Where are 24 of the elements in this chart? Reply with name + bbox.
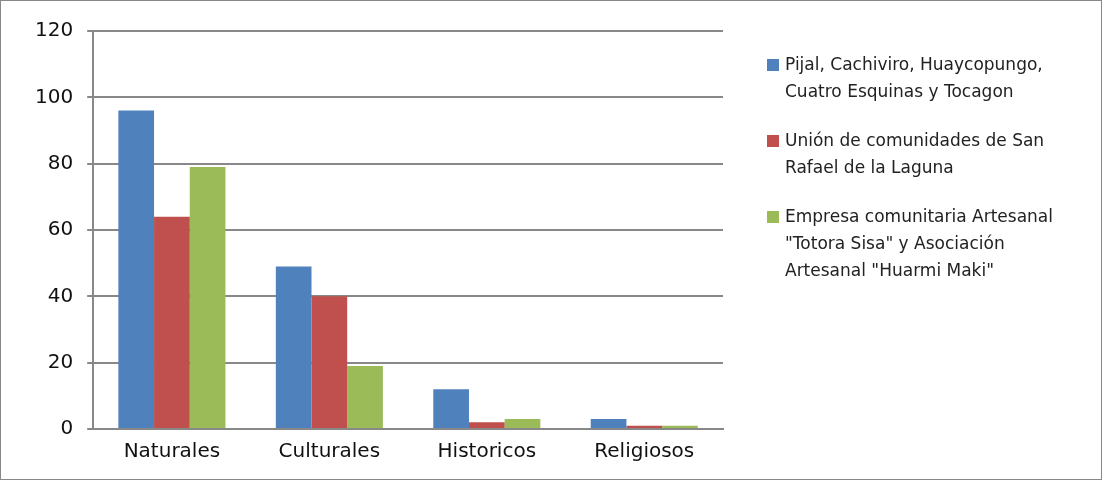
bar: [590, 419, 627, 428]
y-tick-label: 40: [47, 282, 74, 307]
x-tick-label: Naturales: [123, 438, 221, 463]
bar: [189, 166, 226, 428]
x-tick-label: Historicos: [437, 438, 537, 463]
bar: [275, 266, 312, 428]
y-tick-label: 20: [47, 348, 74, 373]
bar: [433, 389, 469, 428]
x-tick-label: Culturales: [278, 438, 381, 463]
y-tick-label: 80: [47, 149, 74, 174]
y-tick-label: 100: [34, 83, 74, 108]
bar: [118, 110, 155, 428]
y-tick-label: 0: [60, 415, 74, 440]
bar: [504, 419, 541, 428]
y-tick-label: 60: [47, 216, 74, 241]
legend-label: Pijal, Cachiviro, Huaycopungo, Cuatro Esquinas y Tocagon: [784, 53, 1044, 103]
x-tick-label: Religiosos: [594, 438, 695, 463]
bar: [154, 216, 190, 428]
bar: [311, 296, 348, 428]
bar: [347, 365, 383, 428]
y-tick-label: 120: [34, 17, 74, 42]
legend-label: Empresa comunitaria Artesanal "Totora Sisa" y Asociación Artesanal "Huarmi Maki": [784, 205, 1054, 282]
bar: [468, 422, 505, 428]
legend-label: Unión de comunidades de San Rafael de la Laguna: [784, 129, 1046, 179]
